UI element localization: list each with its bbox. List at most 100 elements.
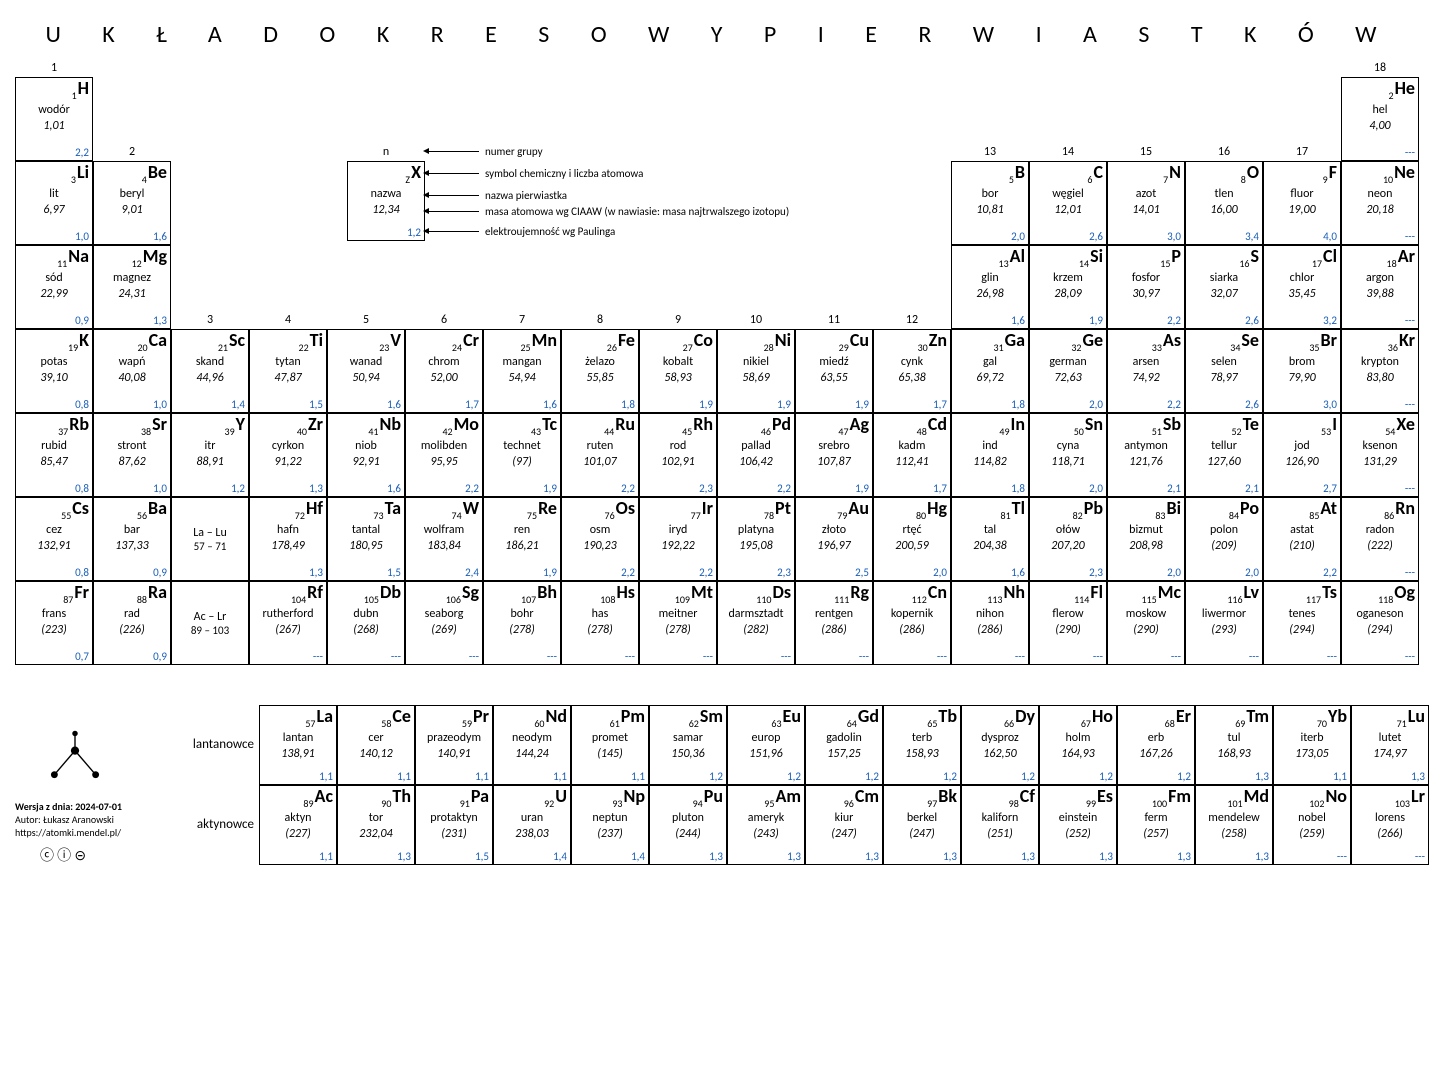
element-cell: 107Bhbohr(278)--- [483,581,561,665]
element-electronegativity: 0,8 [75,567,89,579]
element-mass: (223) [16,624,92,637]
element-name: cez [16,524,92,537]
element-mass: (282) [718,624,794,637]
element-symbol: 81Tl [1001,499,1025,521]
element-cell: 109Mtmeitner(278)--- [639,581,717,665]
element-symbol: 12Mg [132,247,167,269]
element-symbol: 108Hs [600,583,635,605]
element-electronegativity: 1,1 [319,851,333,863]
element-electronegativity: 1,1 [553,771,567,783]
element-name: bar [94,524,170,537]
element-cell: 76Ososm190,232,2 [561,497,639,581]
element-cell: 28Ninikiel58,691,9 [717,329,795,413]
element-cell: 41Nbniob92,911,6 [327,413,405,497]
element-electronegativity: 2,4 [465,567,479,579]
element-name: flerow [1030,608,1106,621]
element-electronegativity: 2,2 [465,483,479,495]
element-mass: 12,01 [1030,204,1106,217]
element-name: złoto [796,524,872,537]
element-symbol: 44Ru [604,415,635,437]
element-electronegativity: 1,3 [309,567,323,579]
element-cell: 12Mgmagnez24,311,3 [93,245,171,329]
element-name: lutet [1352,732,1428,745]
element-name: nobel [1274,812,1350,825]
element-electronegativity: 1,6 [1011,567,1025,579]
element-mass: 114,82 [952,456,1028,469]
element-cell: 90Thtor232,041,3 [337,785,415,865]
element-electronegativity: 2,0 [933,567,947,579]
group-number: 5 [327,313,405,327]
element-symbol: 115Mc [1142,583,1181,605]
element-mass: 131,29 [1342,456,1418,469]
element-electronegativity: 2,0 [1245,567,1259,579]
element-name: chlor [1264,272,1340,285]
element-mass: (243) [728,828,804,841]
element-mass: (247) [806,828,882,841]
element-mass: 79,90 [1264,372,1340,385]
element-mass: (286) [796,624,872,637]
element-symbol: 62Sm [689,707,723,729]
element-electronegativity: 1,2 [1177,771,1191,783]
element-electronegativity: --- [1405,567,1415,579]
element-symbol: 61Pm [610,707,645,729]
element-cell: 36Krkrypton83,80--- [1341,329,1419,413]
group-number: 6 [405,313,483,327]
element-mass: 69,72 [952,372,1028,385]
element-mass: (237) [572,828,648,841]
element-symbol: 73Ta [373,499,401,521]
element-name: terb [884,732,960,745]
element-symbol: 57La [305,707,333,729]
element-symbol: 94Pu [693,787,723,809]
element-name: ameryk [728,812,804,825]
group-number: 2 [93,145,171,159]
element-cell: 43Tctechnet(97)1,9 [483,413,561,497]
element-electronegativity: 2,2 [621,567,635,579]
series-label: aktynowce [169,817,254,832]
element-symbol: 54Xe [1385,415,1415,437]
legend-example-cell: nZXnazwa12,341,2 [347,161,425,241]
group-number: 9 [639,313,717,327]
group-number: 17 [1263,145,1341,159]
element-symbol: 26Fe [607,331,635,353]
element-mass: 112,41 [874,456,950,469]
element-mass: 22,99 [16,288,92,301]
element-electronegativity: --- [1327,651,1337,663]
element-cell: 89Acaktyn(227)1,1 [259,785,337,865]
element-name: selen [1186,356,1262,369]
element-mass: (278) [640,624,716,637]
element-mass: 140,12 [338,748,414,761]
element-cell: 29Cumiedź63,551,9 [795,329,873,413]
element-electronegativity: 2,3 [699,483,713,495]
element-mass: 208,98 [1108,540,1184,553]
element-electronegativity: 1,3 [153,315,167,327]
element-electronegativity: 1,8 [621,399,635,411]
legend-group-n: n [348,146,424,159]
element-mass: 74,92 [1108,372,1184,385]
element-symbol: 97Bk [927,787,957,809]
element-electronegativity: --- [1405,651,1415,663]
element-electronegativity: 1,4 [231,399,245,411]
element-cell: 49Inind114,821,8 [951,413,1029,497]
element-name: cynk [874,356,950,369]
element-cell: 117Tstenes(294)--- [1263,581,1341,665]
element-name: wanad [328,356,404,369]
group-number: 14 [1029,145,1107,159]
group-number: 8 [561,313,639,327]
element-cell: 8Otlen16,003,4 [1185,161,1263,245]
element-cell: 9Ffluor19,004,0 [1263,161,1341,245]
element-symbol: 25Mn [520,331,557,353]
group-number: 4 [249,313,327,327]
element-cell: 77Iriryd192,222,2 [639,497,717,581]
element-mass: 173,05 [1274,748,1350,761]
element-name: arsen [1108,356,1184,369]
element-electronegativity: 3,0 [1167,231,1181,243]
element-mass: 14,01 [1108,204,1184,217]
element-symbol: 8O [1241,163,1259,185]
element-name: liwermor [1186,608,1262,621]
element-electronegativity: 0,9 [153,567,167,579]
element-cell: 85Atastat(210)2,2 [1263,497,1341,581]
element-name: itr [172,440,248,453]
element-symbol: 11Na [57,247,89,269]
element-mass: 4,00 [1342,120,1418,133]
element-mass: 58,69 [718,372,794,385]
